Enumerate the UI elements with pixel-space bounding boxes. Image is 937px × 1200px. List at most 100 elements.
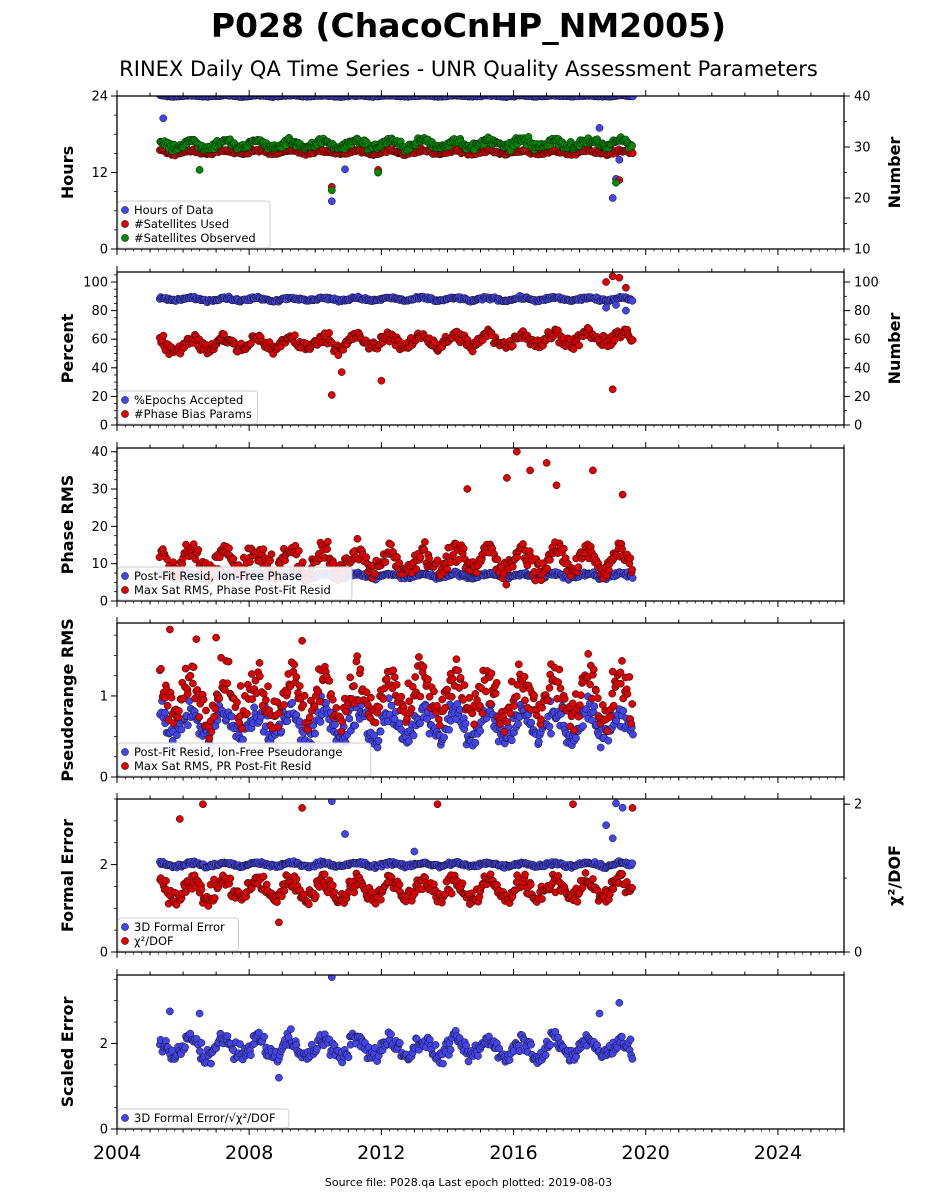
- data-point: [543, 564, 551, 573]
- data-point: [416, 553, 425, 562]
- data-point: [248, 695, 257, 703]
- data-point: [468, 709, 477, 718]
- data-point: [628, 859, 637, 868]
- data-point: [627, 719, 636, 728]
- data-point: [220, 330, 228, 339]
- data-point: [545, 684, 554, 692]
- data-point: [628, 296, 637, 305]
- legend-entry: Post-Fit Resid, Ion-Free Pseudorange: [134, 745, 342, 759]
- data-point: [447, 692, 456, 701]
- data-point: [351, 721, 359, 730]
- y-axis-label-right: Number: [885, 137, 904, 209]
- data-point: [626, 554, 635, 562]
- data-point: [416, 692, 425, 701]
- data-point: [407, 704, 416, 713]
- data-point: [424, 675, 432, 684]
- data-point: [195, 713, 204, 721]
- data-point: [298, 558, 307, 566]
- y-tick-label: 40: [91, 361, 108, 376]
- outlier-point: [298, 636, 306, 645]
- y-tick-label: 20: [91, 520, 108, 535]
- data-point: [507, 736, 516, 745]
- outlier-point: [602, 303, 610, 312]
- panel-points: [156, 96, 637, 206]
- data-point: [342, 707, 350, 716]
- series-2: [155, 272, 637, 399]
- legend-marker: [121, 220, 129, 228]
- legend-marker: [121, 206, 129, 214]
- y-tick-label: 0: [100, 419, 108, 434]
- legend-box: [117, 200, 271, 249]
- data-point: [292, 673, 301, 681]
- data-point: [618, 545, 626, 553]
- data-point: [590, 702, 599, 711]
- data-point: [243, 709, 251, 718]
- data-point: [449, 551, 457, 559]
- data-point: [425, 554, 433, 563]
- data-point: [387, 701, 396, 710]
- data-point: [167, 693, 176, 702]
- y-tick-label: 0: [100, 595, 108, 610]
- data-point: [628, 142, 636, 150]
- outlier-point: [212, 633, 220, 642]
- y-tick-label: 12: [91, 166, 108, 181]
- data-point: [370, 731, 378, 740]
- data-point: [194, 546, 203, 554]
- legend-entry: #Phase Bias Params: [134, 407, 252, 421]
- data-point: [356, 665, 365, 674]
- data-point: [184, 721, 192, 730]
- data-point: [572, 734, 580, 742]
- data-point: [461, 719, 470, 728]
- data-point: [608, 689, 617, 698]
- data-point: [246, 558, 254, 566]
- data-point: [325, 329, 333, 337]
- data-point: [315, 697, 324, 706]
- data-point: [491, 689, 500, 698]
- outlier-point: [608, 272, 617, 281]
- outlier-point: [377, 376, 386, 385]
- data-point: [207, 727, 216, 736]
- data-point: [345, 714, 354, 723]
- data-point: [264, 682, 272, 691]
- data-point: [569, 345, 578, 353]
- data-point: [433, 556, 442, 565]
- data-point: [520, 672, 529, 681]
- data-point: [604, 736, 613, 745]
- outlier-point: [622, 306, 630, 315]
- data-point: [589, 665, 598, 674]
- data-point: [259, 545, 268, 554]
- data-point: [574, 712, 583, 721]
- data-point: [576, 701, 584, 710]
- data-point: [430, 687, 438, 696]
- outlier-point: [166, 625, 174, 634]
- data-point: [629, 730, 637, 739]
- y-tick-label: 0: [100, 243, 108, 258]
- data-point: [448, 674, 457, 683]
- data-point: [579, 722, 587, 730]
- data-point: [419, 662, 428, 671]
- data-point: [262, 696, 270, 704]
- data-point: [169, 719, 178, 728]
- data-point: [512, 692, 521, 701]
- y-tick-label: 24: [91, 90, 108, 105]
- outlier-point: [602, 821, 610, 830]
- data-point: [503, 718, 512, 726]
- data-point: [238, 724, 246, 733]
- y-tick-label-right: 40: [854, 361, 871, 376]
- data-point: [521, 696, 529, 705]
- data-point: [353, 534, 362, 543]
- data-point: [500, 727, 509, 736]
- legend-entry: #Satellites Observed: [134, 231, 256, 245]
- data-point: [456, 673, 465, 682]
- data-point: [514, 720, 522, 728]
- data-point: [223, 679, 232, 688]
- y-tick-label-right: 30: [854, 141, 871, 156]
- data-point: [291, 331, 299, 340]
- outlier-point: [612, 178, 620, 187]
- data-point: [421, 538, 429, 546]
- data-point: [305, 713, 314, 722]
- data-point: [452, 655, 461, 664]
- data-point: [603, 727, 612, 736]
